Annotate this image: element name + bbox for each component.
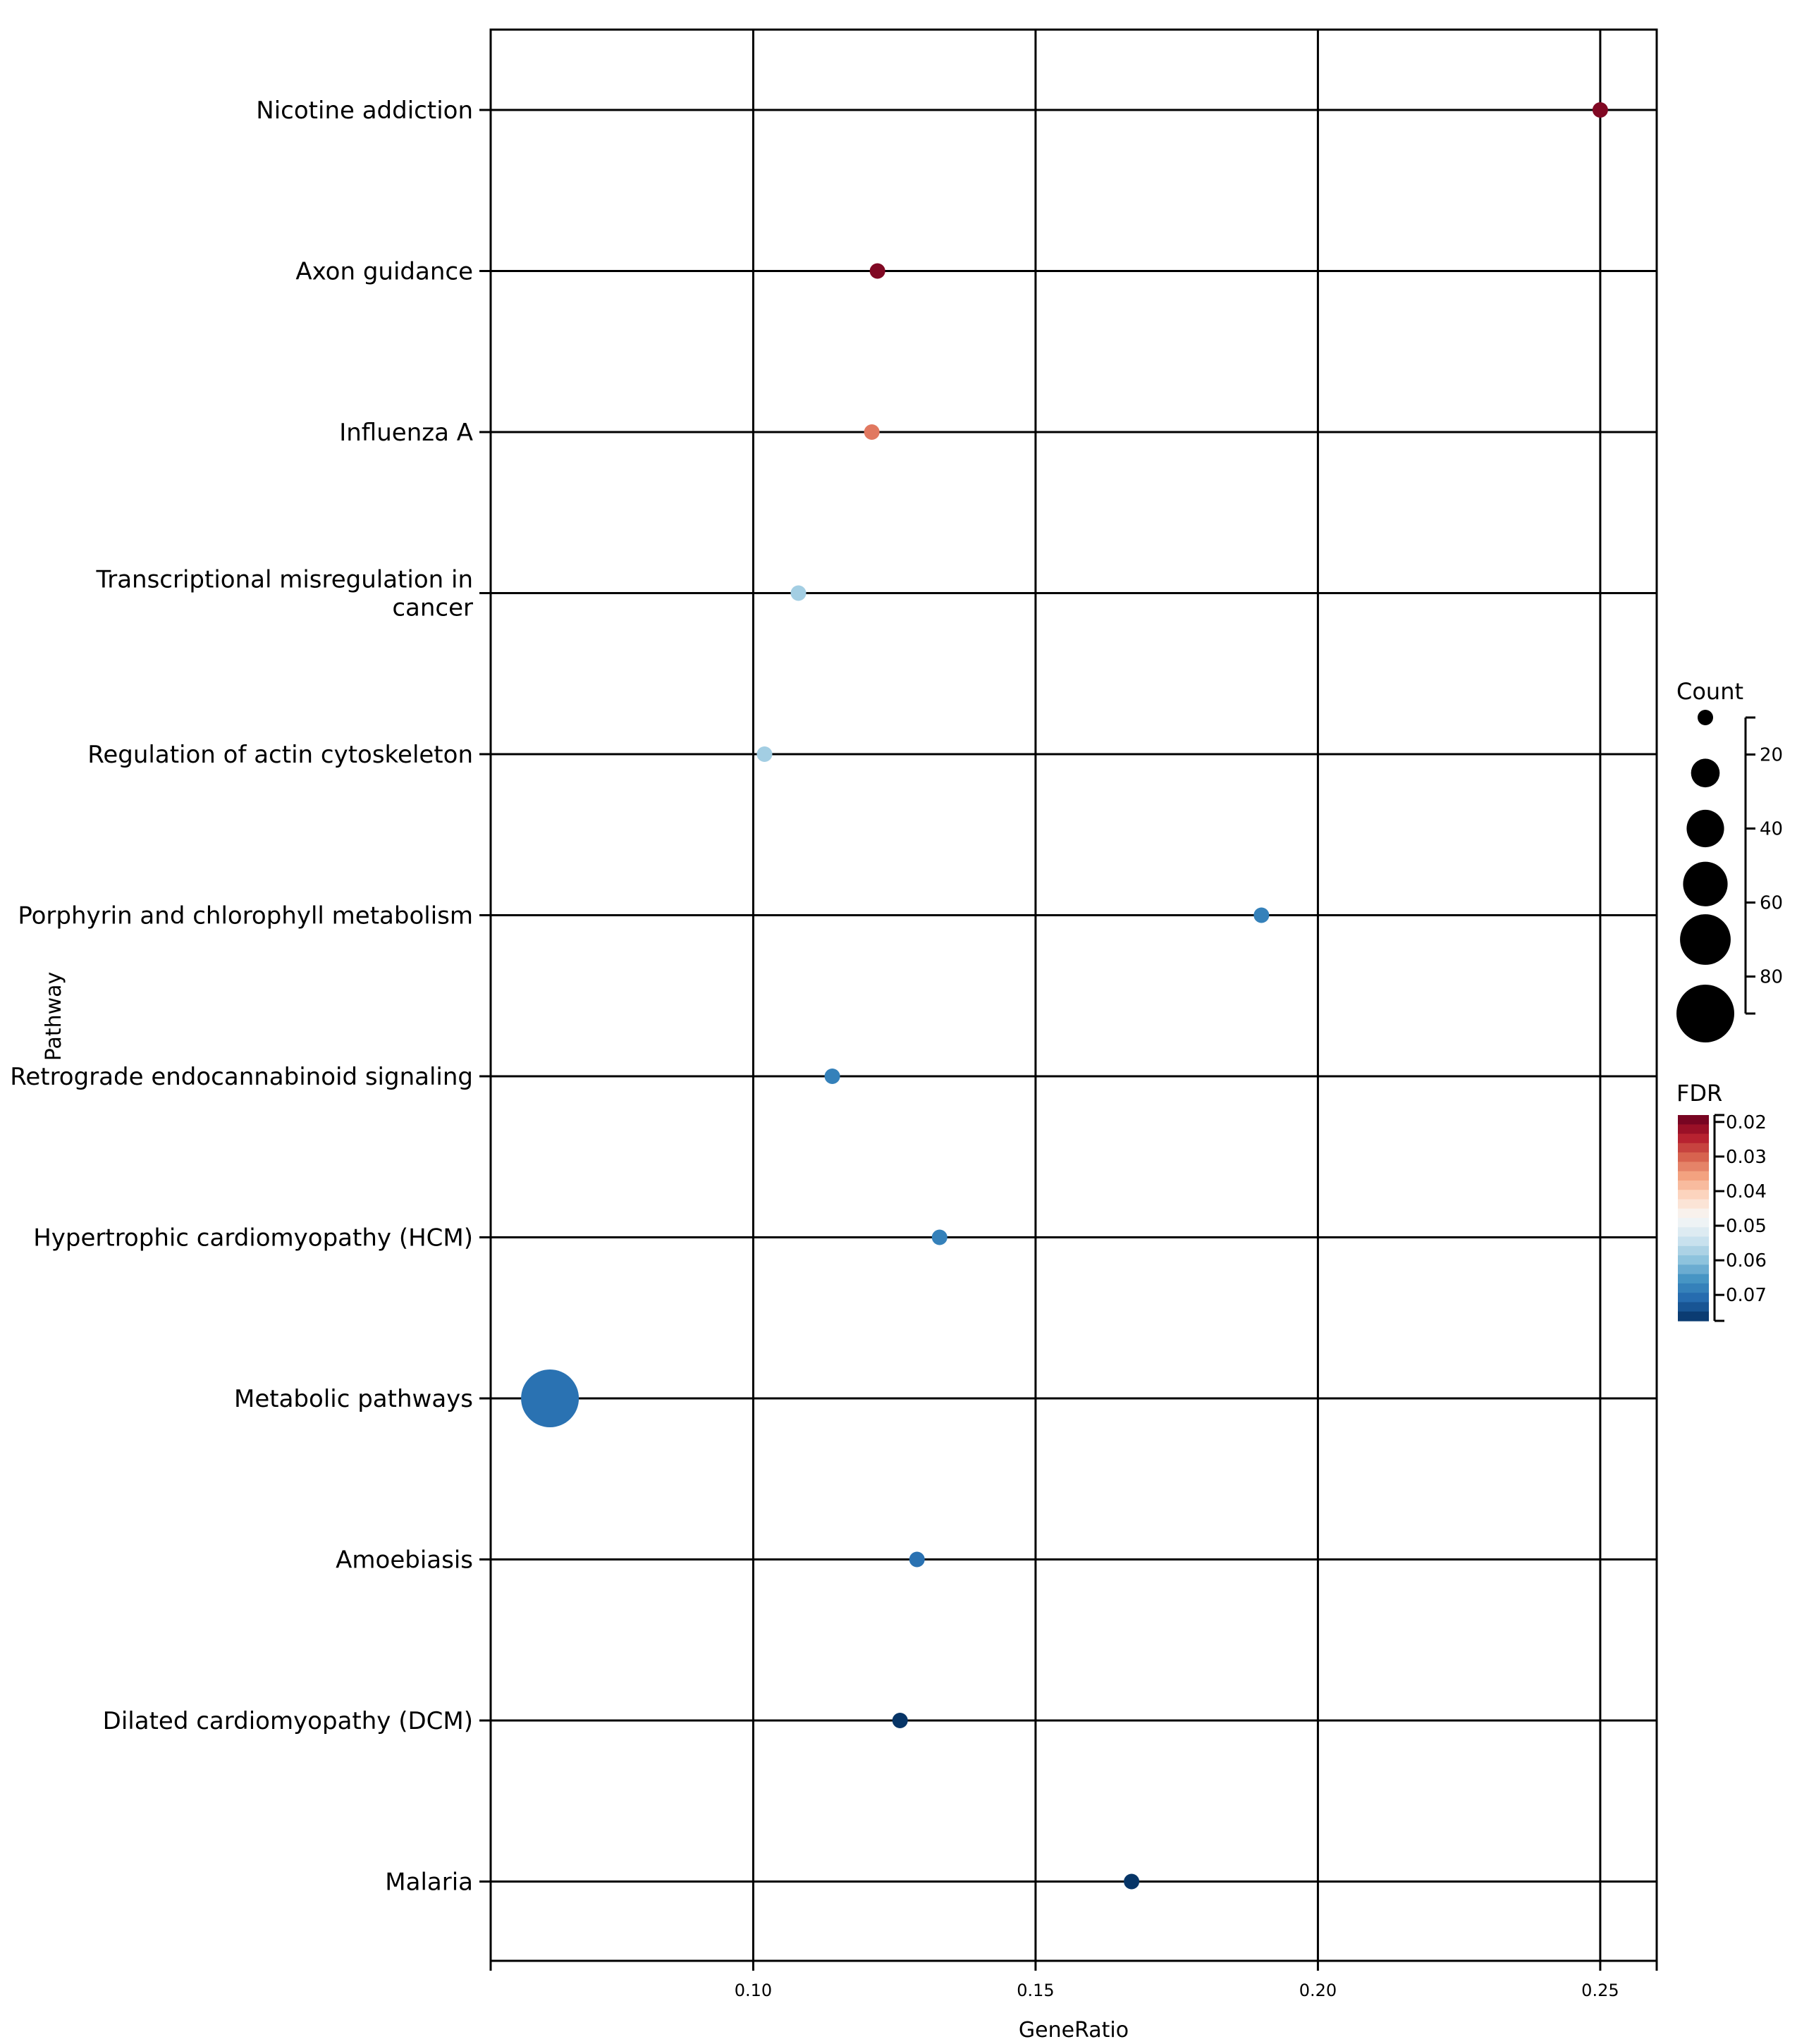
fdr-legend-tick-label: 0.07 [1726,1285,1767,1306]
data-point [756,746,773,762]
y-axis-title: Pathway [42,972,66,1061]
x-axis-title: GeneRatio [1019,2018,1129,2043]
fdr-legend-title: FDR [1676,1080,1722,1107]
axes [479,28,1658,1971]
data-point [521,1369,579,1427]
count-size-legend: Count 20 40 60 80 [1676,678,1783,1042]
fdr-colorbar-band [1678,1264,1709,1275]
pathway-label: Dilated cardiomyopathy (DCM) [103,1707,473,1735]
pathway-label: Amoebiasis [336,1546,473,1575]
data-point [790,585,806,601]
fdr-colorbar-band [1678,1124,1709,1135]
pathway-label: Hypertrophic cardiomyopathy (HCM) [33,1224,473,1252]
x-tick-label: 0.25 [1581,1981,1619,2000]
fdr-legend-tick-label: 0.02 [1726,1112,1767,1133]
fdr-legend-tick-label: 0.05 [1726,1216,1767,1237]
fdr-colorbar-band [1678,1208,1709,1219]
data-point [1253,907,1270,923]
pathway-label: Metabolic pathways [234,1385,473,1413]
x-tick-label: 0.15 [1017,1981,1054,2000]
fdr-colorbar-band [1678,1180,1709,1190]
fdr-colorbar-band [1678,1143,1709,1153]
count-legend-circle [1676,985,1734,1042]
count-legend-title: Count [1676,678,1743,705]
fdr-colorbar-band [1678,1311,1709,1322]
count-legend-circle [1691,758,1720,788]
fdr-legend-tick-label: 0.06 [1726,1250,1767,1272]
fdr-color-legend: FDR 0.02 0.03 0.04 0.05 0.06 0.07 [1676,1080,1767,1322]
pathway-label: Malaria [385,1868,473,1897]
x-tick-label: 0.10 [735,1981,772,2000]
fdr-legend-tick-label: 0.03 [1726,1147,1767,1168]
pathway-label: Porphyrin and chlorophyll metabolism [18,902,473,930]
plot-frame [489,28,1658,1962]
fdr-colorbar-band [1678,1115,1709,1125]
grid-lines [491,30,1657,1961]
fdr-colorbar-band [1678,1293,1709,1303]
pathway-label: cancer [392,594,473,622]
fdr-colorbar-band [1678,1283,1709,1293]
count-legend-circle [1686,809,1724,848]
pathway-label: Nicotine addiction [256,97,473,125]
count-legend-circle [1698,710,1713,725]
x-tick-label: 0.20 [1299,1981,1337,2000]
fdr-colorbar-band [1678,1218,1709,1228]
pathway-label: Axon guidance [295,258,473,286]
fdr-colorbar-band [1678,1227,1709,1238]
y-tick-labels: Nicotine addiction Axon guidance Influenza… [10,97,473,1897]
fdr-colorbar-band [1678,1274,1709,1284]
pathway-label: Regulation of actin cytoskeleton [87,741,473,769]
data-point [1124,1873,1140,1890]
data-point [909,1551,925,1568]
count-legend-circle [1680,914,1731,965]
data-point [864,424,880,440]
pathway-label: Retrograde endocannabinoid signaling [10,1063,473,1091]
fdr-colorbar-band [1678,1152,1709,1162]
x-tick-labels: 0.10 0.15 0.20 0.25 [735,1981,1619,2000]
fdr-colorbar-band [1678,1133,1709,1144]
data-point [931,1229,947,1245]
count-legend-tick-label: 40 [1760,819,1783,840]
data-point [892,1713,908,1728]
fdr-legend-tick-label: 0.04 [1726,1181,1767,1202]
fdr-colorbar-band [1678,1245,1709,1256]
fdr-colorbar-band [1678,1255,1709,1265]
fdr-colorbar-band [1678,1302,1709,1312]
fdr-colorbar-band [1678,1236,1709,1247]
pathway-label: Transcriptional misregulation in [95,566,473,594]
fdr-colorbar-band [1678,1190,1709,1200]
data-points [521,102,1608,1890]
fdr-colorbar-band [1678,1162,1709,1172]
data-point [1592,102,1608,118]
fdr-colorbar-band [1678,1171,1709,1181]
count-legend-circle [1683,861,1728,906]
data-point [869,263,885,279]
count-legend-tick-label: 80 [1760,967,1783,988]
pathway-label: Influenza A [339,419,473,447]
count-legend-tick-label: 60 [1760,893,1783,914]
data-point [824,1069,840,1084]
count-legend-tick-label: 20 [1760,745,1783,766]
fdr-colorbar-band [1678,1199,1709,1209]
